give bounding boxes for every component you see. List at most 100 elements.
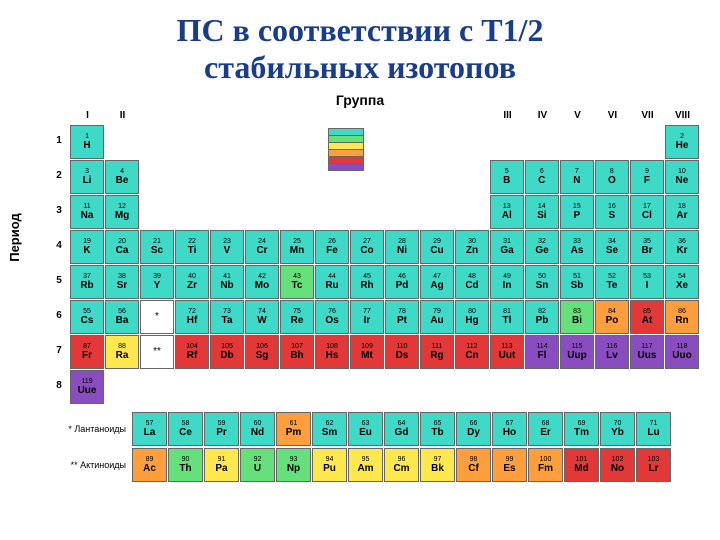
element-symbol: Am xyxy=(357,464,373,474)
element-symbol: Bh xyxy=(290,351,303,361)
element-cell-Os: 76Os xyxy=(315,300,349,334)
table-row: 1H2He xyxy=(70,125,700,159)
atomic-number: 96 xyxy=(398,456,406,463)
actinoid-row: ** Актиноиды 89Ac90Th91Pa92U93Np94Pu95Am… xyxy=(26,448,700,482)
element-cell-Zr: 40Zr xyxy=(175,265,209,299)
atomic-number: 35 xyxy=(643,238,651,245)
element-cell-Ni: 28Ni xyxy=(385,230,419,264)
element-symbol: Fe xyxy=(326,246,338,256)
group-header xyxy=(385,110,420,124)
atomic-number: 111 xyxy=(432,343,443,350)
element-symbol: Tm xyxy=(574,428,589,438)
group-header xyxy=(175,110,210,124)
element-cell-Ru: 44Ru xyxy=(315,265,349,299)
empty-cell xyxy=(385,125,419,159)
element-cell-Y: 39Y xyxy=(140,265,174,299)
atomic-number: 67 xyxy=(506,420,514,427)
element-symbol: Re xyxy=(291,316,304,326)
element-symbol: Ac xyxy=(143,464,156,474)
element-symbol: V xyxy=(224,246,231,256)
element-cell-Co: 27Co xyxy=(350,230,384,264)
element-symbol: Cf xyxy=(468,464,479,474)
element-symbol: Ar xyxy=(676,211,687,221)
atomic-number: 4 xyxy=(120,168,124,175)
element-symbol: Bi xyxy=(572,316,582,326)
element-cell-Ho: 67Ho xyxy=(492,412,527,446)
empty-cell xyxy=(665,370,699,404)
element-cell-Tc: 43Tc xyxy=(280,265,314,299)
element-cell-F: 9F xyxy=(630,160,664,194)
legend-swatch xyxy=(328,149,364,156)
group-header xyxy=(315,110,350,124)
element-symbol: Te xyxy=(607,281,618,291)
atomic-number: 21 xyxy=(153,238,161,245)
element-cell-Ta: 73Ta xyxy=(210,300,244,334)
empty-cell xyxy=(140,125,174,159)
element-cell-Nb: 41Nb xyxy=(210,265,244,299)
atomic-number: 5 xyxy=(505,168,509,175)
element-cell-P: 15P xyxy=(560,195,594,229)
atomic-number: 61 xyxy=(290,420,298,427)
atomic-number: 99 xyxy=(506,456,514,463)
element-symbol: No xyxy=(611,464,624,474)
atomic-number: 85 xyxy=(643,308,651,315)
atomic-number: 62 xyxy=(326,420,334,427)
table-row: 19K20Ca21Sc22Ti23V24Cr25Mn26Fe27Co28Ni29… xyxy=(70,230,700,264)
placeholder-cell: * xyxy=(140,300,174,334)
atomic-number: 33 xyxy=(573,238,581,245)
group-header xyxy=(420,110,455,124)
atomic-number: 98 xyxy=(470,456,478,463)
element-cell-U: 92U xyxy=(240,448,275,482)
element-cell-Th: 90Th xyxy=(168,448,203,482)
atomic-number: 76 xyxy=(328,308,336,315)
atomic-number: 36 xyxy=(678,238,686,245)
element-cell-Po: 84Po xyxy=(595,300,629,334)
atomic-number: 29 xyxy=(433,238,441,245)
atomic-number: 119 xyxy=(81,378,92,385)
element-symbol: Cu xyxy=(430,246,443,256)
group-header xyxy=(140,110,175,124)
atomic-number: 114 xyxy=(536,343,547,350)
empty-cell xyxy=(385,160,419,194)
element-cell-Rb: 37Rb xyxy=(70,265,104,299)
atomic-number: 34 xyxy=(608,238,616,245)
element-cell-Sc: 21Sc xyxy=(140,230,174,264)
atomic-number: 15 xyxy=(573,203,581,210)
group-axis-label: Группа xyxy=(0,92,720,108)
element-cell-Cr: 24Cr xyxy=(245,230,279,264)
lanthanoid-row: * Лантаноиды 57La58Ce59Pr60Nd61Pm62Sm63E… xyxy=(26,412,700,446)
element-cell-Hg: 80Hg xyxy=(455,300,489,334)
empty-cell xyxy=(245,370,279,404)
element-symbol: Cd xyxy=(465,281,478,291)
atomic-number: 28 xyxy=(398,238,406,245)
empty-cell xyxy=(245,160,279,194)
element-cell-Ag: 47Ag xyxy=(420,265,454,299)
element-cell-H: 1H xyxy=(70,125,104,159)
atomic-number: 93 xyxy=(290,456,298,463)
element-cell-Ir: 77Ir xyxy=(350,300,384,334)
element-symbol: Cr xyxy=(256,246,267,256)
atomic-number: 40 xyxy=(188,273,196,280)
element-cell-Tm: 69Tm xyxy=(564,412,599,446)
element-cell-Na: 11Na xyxy=(70,195,104,229)
period-header-col: 12345678 xyxy=(52,124,66,404)
atomic-number: 75 xyxy=(293,308,301,315)
element-cell-Mn: 25Mn xyxy=(280,230,314,264)
group-header xyxy=(455,110,490,124)
element-symbol: Ge xyxy=(535,246,548,256)
title-line2: стабильных изотопов xyxy=(204,49,516,85)
atomic-number: 90 xyxy=(182,456,190,463)
atomic-number: 57 xyxy=(146,420,154,427)
element-symbol: Lu xyxy=(647,428,659,438)
element-symbol: Uue xyxy=(78,386,97,396)
element-symbol: Tc xyxy=(292,281,303,291)
atomic-number: 17 xyxy=(643,203,651,210)
empty-cell xyxy=(315,370,349,404)
element-cell-O: 8O xyxy=(595,160,629,194)
element-cell-Sn: 50Sn xyxy=(525,265,559,299)
element-cell-Tl: 81Tl xyxy=(490,300,524,334)
element-cell-Sg: 106Sg xyxy=(245,335,279,369)
element-symbol: I xyxy=(646,281,649,291)
actinoid-label: ** Актиноиды xyxy=(26,460,132,470)
empty-cell xyxy=(350,195,384,229)
